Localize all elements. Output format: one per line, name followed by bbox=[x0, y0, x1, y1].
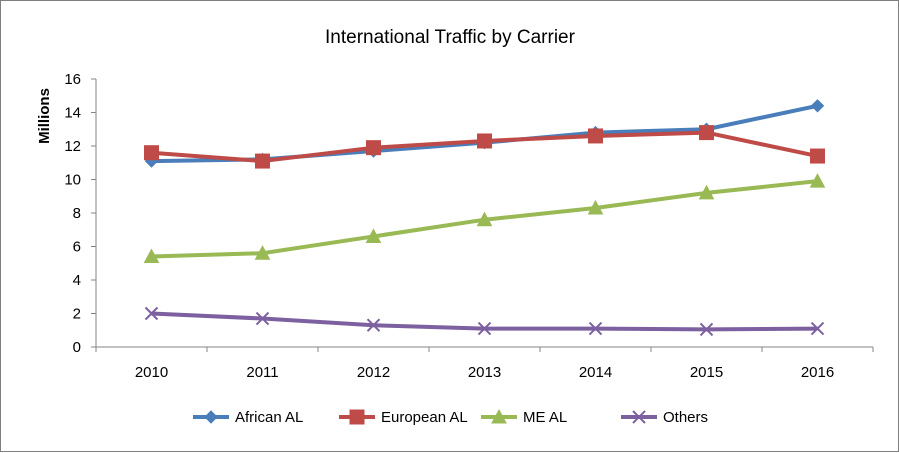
data-point bbox=[699, 125, 714, 141]
y-tick-label: 2 bbox=[73, 306, 81, 323]
legend-label: Others bbox=[663, 409, 708, 426]
x-tick-label: 2015 bbox=[690, 364, 723, 381]
legend-label: African AL bbox=[235, 409, 303, 426]
data-point bbox=[366, 318, 381, 332]
y-tick-label: 4 bbox=[73, 272, 81, 289]
data-point bbox=[144, 145, 159, 161]
data-point bbox=[698, 184, 715, 200]
data-point bbox=[476, 211, 493, 227]
chart-title: International Traffic by Carrier bbox=[325, 27, 576, 48]
x-tick-label: 2012 bbox=[357, 364, 390, 381]
data-point bbox=[588, 321, 603, 336]
data-point bbox=[810, 99, 825, 113]
legend-item: ME AL bbox=[481, 408, 567, 426]
data-point bbox=[587, 199, 604, 215]
legend-marker bbox=[491, 408, 507, 424]
series-european-al bbox=[144, 125, 825, 169]
data-point bbox=[809, 173, 826, 188]
axis-ticks: 0 2 4 6 8 10 12 14 16 2010 2011 2012 2013 2014 2015 201… bbox=[64, 71, 874, 381]
data-point bbox=[365, 228, 382, 243]
legend-label: European AL bbox=[381, 409, 468, 426]
x-tick-label: 2011 bbox=[246, 364, 278, 381]
y-tick-label: 0 bbox=[73, 339, 81, 356]
data-point bbox=[144, 306, 159, 321]
data-point bbox=[254, 245, 271, 260]
data-point bbox=[477, 133, 492, 149]
y-tick-label: 6 bbox=[73, 239, 81, 256]
legend-marker bbox=[632, 410, 646, 424]
data-point bbox=[588, 128, 603, 144]
legend-marker bbox=[204, 410, 218, 424]
series-me-al bbox=[143, 173, 826, 264]
y-tick-label: 16 bbox=[64, 71, 81, 88]
data-point bbox=[810, 148, 825, 164]
legend-item: Others bbox=[621, 409, 708, 426]
series-others bbox=[144, 306, 825, 337]
data-point bbox=[255, 311, 270, 326]
y-axis-label: Millions bbox=[36, 88, 53, 144]
data-point bbox=[255, 153, 270, 169]
legend-label: ME AL bbox=[523, 409, 567, 426]
x-tick-label: 2016 bbox=[801, 364, 834, 381]
legend-item: European AL bbox=[339, 409, 468, 426]
y-tick-label: 14 bbox=[64, 105, 81, 122]
x-tick-label: 2014 bbox=[579, 364, 612, 381]
y-tick-label: 12 bbox=[64, 138, 81, 155]
series-line bbox=[151, 311, 818, 332]
x-tick-label: 2010 bbox=[135, 364, 168, 381]
data-point bbox=[810, 321, 825, 336]
y-tick-label: 8 bbox=[73, 205, 81, 222]
series-african-al bbox=[144, 99, 825, 168]
series-layer bbox=[143, 99, 826, 337]
x-tick-label: 2013 bbox=[468, 364, 501, 381]
data-point bbox=[699, 322, 714, 337]
legend-item: African AL bbox=[193, 409, 303, 426]
data-point bbox=[366, 140, 381, 156]
legend: African AL European AL ME AL Others bbox=[193, 408, 708, 426]
legend-marker bbox=[349, 409, 365, 425]
data-point bbox=[143, 248, 160, 264]
data-point bbox=[477, 321, 492, 336]
y-tick-label: 10 bbox=[64, 172, 81, 189]
